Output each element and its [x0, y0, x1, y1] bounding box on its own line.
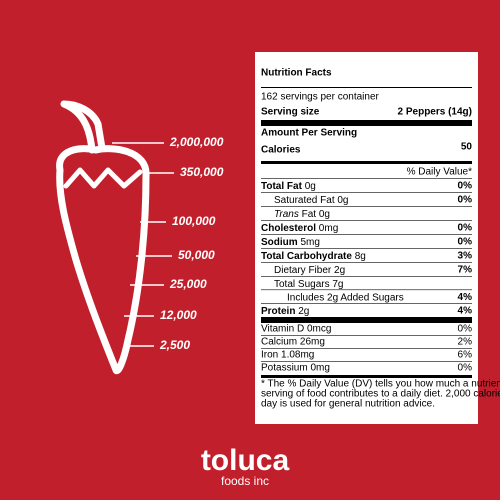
nutrient-row: Total Fat 0g [261, 181, 316, 192]
nutrient-row: Protein 2g [261, 306, 309, 317]
nutrient-row: Saturated Fat 0g [274, 195, 349, 206]
vitamin-name: Vitamin D 0mcg [261, 324, 331, 335]
serving-size-label: Serving size [261, 107, 320, 118]
dv-header: % Daily Value* [407, 167, 473, 178]
nutrient-text: Saturated Fat [274, 195, 335, 206]
rule [261, 335, 472, 336]
rule [261, 303, 472, 304]
rule [261, 375, 472, 378]
nutrient-dv: 3% [458, 251, 473, 262]
rule [261, 220, 472, 221]
vitamin-dv: 0% [458, 363, 473, 374]
vitamin-dv: 2% [458, 337, 473, 348]
nutrient-text: 8g [355, 251, 366, 262]
serving-size-value: 2 Peppers (14g) [398, 107, 472, 118]
calories-value: 50 [461, 142, 473, 153]
nutrient-text: 0g [337, 195, 348, 206]
calories-label: Calories [261, 145, 301, 156]
pepper-icon [56, 100, 150, 375]
nutrient-row: Trans Fat 0g [274, 209, 330, 220]
servings: 162 servings per container [261, 92, 380, 103]
scale-level: 12,000 [160, 308, 197, 322]
nutrient-text: 0g [305, 181, 316, 192]
scale-level: 25,000 [169, 277, 207, 291]
rule [261, 161, 472, 164]
rule [261, 348, 472, 349]
nutrient-row: Cholesterol 0mg [261, 223, 338, 234]
scale-level: 50,000 [178, 248, 215, 262]
nutrient-text: Includes 2g Added Sugars [287, 292, 404, 303]
nutrient-dv: 4% [458, 292, 473, 303]
rule [261, 206, 472, 207]
nutrient-dv: 0% [458, 223, 473, 234]
nutrient-text: Fat [302, 209, 317, 220]
rule [261, 87, 472, 88]
title: Nutrition Facts [261, 68, 332, 79]
rule [261, 276, 472, 277]
footnote: serving of food contributes to a daily d… [261, 389, 500, 400]
nutrient-text: Total Fat [261, 181, 303, 192]
nutrient-dv: 7% [458, 265, 473, 276]
amount-per-serving: Amount Per Serving [261, 128, 357, 139]
nutrient-text: Cholesterol [261, 223, 316, 234]
rule [261, 361, 472, 362]
rule [261, 120, 472, 126]
nutrient-row: Includes 2g Added Sugars [287, 292, 404, 303]
nutrient-text: Dietary Fiber [274, 265, 332, 276]
nutrient-text: Sodium [261, 237, 298, 248]
scale-level: 350,000 [180, 165, 224, 179]
nutrient-text: Protein [261, 306, 295, 317]
nutrient-text: Total Sugars [274, 279, 330, 290]
scale-level: 2,000,000 [169, 135, 224, 149]
nutrient-row: Total Carbohydrate 8g [261, 251, 366, 262]
nutrient-row: Sodium 5mg [261, 237, 320, 248]
nutrient-dv: 0% [458, 181, 473, 192]
vitamin-dv: 0% [458, 324, 473, 335]
nutrient-text: Trans [274, 209, 299, 220]
nutrient-text: 2g [334, 265, 345, 276]
vitamin-name: Iron 1.08mg [261, 350, 314, 361]
scale-level: 100,000 [172, 214, 216, 228]
brand-name: toluca [201, 444, 290, 477]
rule [261, 248, 472, 249]
rule [261, 262, 472, 263]
footnote: * The % Daily Value (DV) tells you how m… [261, 379, 500, 390]
nutrient-row: Total Sugars 7g [274, 279, 344, 290]
nutrient-text: 5mg [300, 237, 319, 248]
rule [261, 234, 472, 235]
nutrient-text: 0mg [319, 223, 338, 234]
rule [261, 289, 472, 291]
rule [261, 192, 472, 193]
nutrient-text: Total Carbohydrate [261, 251, 352, 262]
nutrient-dv: 0% [458, 195, 473, 206]
nutrition-label [255, 52, 478, 424]
nutrient-text: 0g [319, 209, 330, 220]
nutrient-text: 2g [298, 306, 309, 317]
nutrient-dv: 0% [458, 237, 473, 248]
nutrient-dv: 4% [458, 306, 473, 317]
nutrient-text: 7g [332, 279, 343, 290]
footnote: day is used for general nutrition advice… [261, 399, 435, 410]
vitamin-dv: 6% [458, 350, 473, 361]
rule [261, 178, 472, 179]
nutrient-row: Dietary Fiber 2g [274, 265, 345, 276]
rule [261, 317, 472, 323]
scale-level: 2,500 [159, 338, 190, 352]
brand-sub: foods inc [221, 474, 269, 488]
vitamin-name: Calcium 26mg [261, 337, 325, 348]
vitamin-name: Potassium 0mg [261, 363, 330, 374]
